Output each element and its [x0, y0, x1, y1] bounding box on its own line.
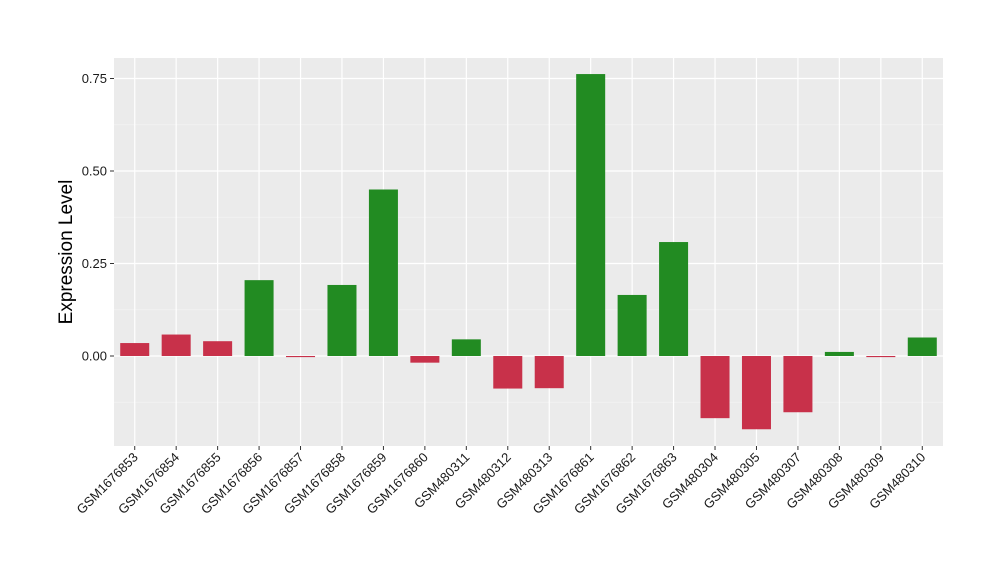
bar	[493, 356, 523, 389]
bar	[286, 356, 316, 358]
bar	[700, 356, 730, 419]
bar	[410, 356, 440, 363]
bar	[534, 356, 564, 389]
bar	[576, 74, 606, 356]
bar	[244, 280, 274, 356]
bar	[327, 284, 357, 356]
x-axis-ticks: GSM1676853GSM1676854GSM1676855GSM1676856…	[74, 446, 928, 517]
bar	[120, 343, 150, 356]
bar	[617, 294, 647, 356]
bar	[451, 339, 481, 356]
bar	[824, 351, 854, 356]
bar	[907, 337, 937, 356]
y-axis-title: Expression Level	[56, 180, 77, 325]
bar	[783, 356, 813, 413]
bar	[659, 242, 689, 356]
bar	[161, 334, 191, 356]
y-tick-label: 0.25	[82, 256, 107, 271]
bar	[203, 341, 233, 356]
bar	[741, 356, 771, 430]
plot-panel	[114, 58, 943, 446]
y-tick-label: 0.00	[82, 349, 107, 364]
bars	[120, 74, 937, 430]
y-tick-label: 0.50	[82, 164, 107, 179]
bar	[368, 189, 398, 356]
y-tick-label: 0.75	[82, 71, 107, 86]
bar	[866, 356, 896, 358]
y-axis-ticks: 0.00 0.25 0.50 0.75	[82, 71, 114, 364]
